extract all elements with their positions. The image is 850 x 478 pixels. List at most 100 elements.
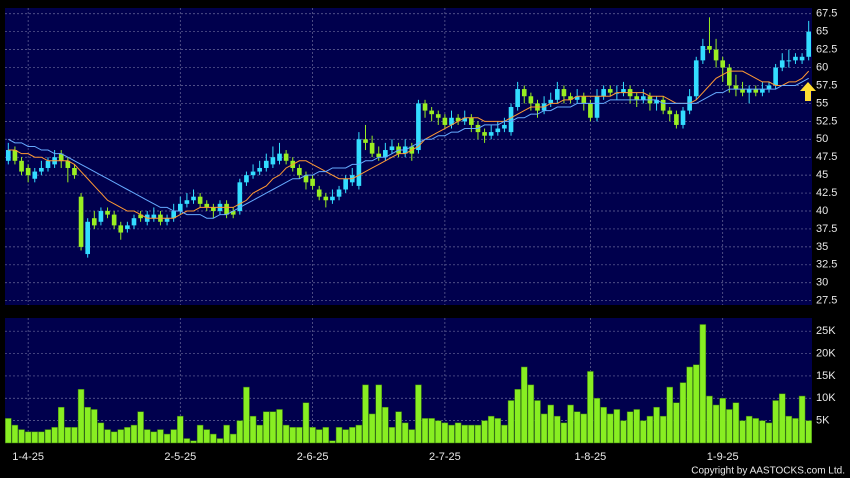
candle-body <box>330 196 335 201</box>
candle-body <box>502 124 507 129</box>
candle-body <box>98 211 104 222</box>
candle-body <box>449 117 454 125</box>
volume-bar <box>362 384 369 444</box>
candle-body <box>184 200 190 204</box>
candle-body <box>111 214 117 226</box>
candle-body <box>594 96 600 118</box>
volume-bar <box>196 424 204 444</box>
candle-body <box>641 96 646 100</box>
volume-bar <box>243 386 250 444</box>
volume-bar <box>752 418 760 444</box>
volume-bar <box>805 420 812 444</box>
volume-bar <box>666 386 674 444</box>
volume-bar <box>626 411 634 444</box>
volume-bar <box>18 429 25 444</box>
volume-bar <box>190 440 197 444</box>
candle-body <box>297 167 302 176</box>
volume-bar <box>726 409 733 444</box>
volume-bar <box>64 427 72 444</box>
volume-bar <box>441 422 449 444</box>
candle-body <box>660 99 666 111</box>
candle-body <box>733 85 739 90</box>
y-tick-label: 57.5 <box>816 79 837 91</box>
volume-bar <box>216 438 224 444</box>
volume-bar <box>745 415 753 444</box>
candle-body <box>700 46 706 61</box>
volume-bar <box>487 415 495 444</box>
volume-bar <box>514 389 521 444</box>
moving-average-line <box>8 70 810 219</box>
volume-bar <box>448 424 455 444</box>
volume-bar <box>130 424 138 444</box>
volume-bar <box>229 433 237 444</box>
volume-bar <box>183 438 191 444</box>
candle-body <box>211 207 216 212</box>
volume-bar <box>91 409 98 444</box>
candle-body <box>693 60 699 97</box>
volume-bar <box>501 424 508 444</box>
y-tick-label: 10K <box>816 392 836 404</box>
volume-bar <box>765 422 773 444</box>
candle-body <box>555 89 560 100</box>
candle-body <box>369 142 375 154</box>
volume-bar <box>150 431 158 444</box>
x-tick-label: 1-4-25 <box>12 451 44 463</box>
volume-bar <box>309 427 316 444</box>
volume-bar <box>170 429 177 444</box>
candle-body <box>508 107 514 133</box>
candle-body <box>482 132 487 136</box>
volume-bar <box>57 406 65 444</box>
candle-body <box>363 139 368 143</box>
volume-bar <box>44 429 52 444</box>
volume-bar <box>289 427 296 444</box>
y-tick-label: 37.5 <box>816 223 837 235</box>
volume-bar <box>375 384 382 444</box>
volume-bar <box>772 400 779 444</box>
candle-body <box>561 89 567 97</box>
candle-body <box>237 182 243 212</box>
volume-bar <box>580 413 588 444</box>
volume-bar <box>534 400 541 444</box>
candle-body <box>634 96 640 100</box>
volume-bar <box>415 384 422 444</box>
y-tick-label: 40 <box>816 205 828 217</box>
volume-bar <box>401 422 409 444</box>
candle-body <box>105 211 110 215</box>
candle-body <box>343 178 348 190</box>
candle-body <box>389 146 395 151</box>
y-tick-label: 45 <box>816 169 828 181</box>
volume-bar <box>607 413 614 444</box>
volume-bar <box>382 406 389 444</box>
volume-bar <box>368 413 376 444</box>
candle-body <box>707 46 712 50</box>
volume-bar <box>527 384 535 444</box>
y-tick-label: 62.5 <box>816 44 837 56</box>
volume-bar <box>84 406 91 444</box>
volume-bar <box>679 382 687 444</box>
candle-body <box>177 203 183 212</box>
volume-bar <box>117 429 124 444</box>
candle-body <box>204 203 210 208</box>
price-panel <box>5 8 812 305</box>
candle-body <box>528 96 534 104</box>
candle-body <box>740 89 745 93</box>
volume-bar <box>302 402 310 444</box>
candle-body <box>654 99 659 104</box>
candle-body <box>58 153 64 161</box>
candle-body <box>779 60 785 68</box>
candle-body <box>19 160 24 172</box>
volume-bar <box>335 427 343 444</box>
volume-bar <box>659 415 667 444</box>
candle-body <box>323 196 329 201</box>
candle-body <box>621 89 626 93</box>
x-tick-label: 2-6-25 <box>297 451 329 463</box>
y-tick-label: 47.5 <box>816 151 837 163</box>
volume-bar <box>408 429 416 444</box>
candle-body <box>303 175 309 183</box>
candle-body <box>85 221 90 255</box>
candle-body <box>224 203 229 215</box>
volume-bar <box>157 429 164 444</box>
y-tick-label: 32.5 <box>816 259 837 271</box>
